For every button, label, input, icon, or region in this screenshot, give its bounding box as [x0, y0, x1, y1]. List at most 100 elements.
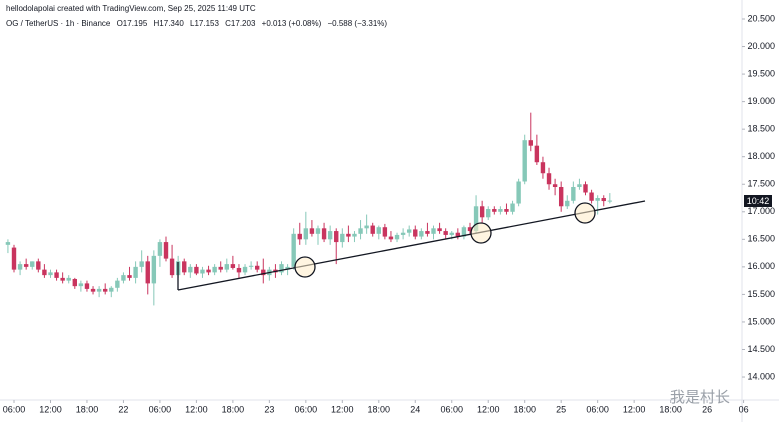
candle-body	[30, 261, 35, 267]
candle-body	[194, 266, 199, 274]
candle-body	[461, 227, 467, 237]
x-tick-label: 18:00	[76, 404, 99, 414]
x-tick-label: 06:00	[149, 404, 172, 414]
candle-body	[54, 272, 59, 278]
legend: OG / TetherUS · 1h · Binance O17.195 H17…	[6, 19, 391, 28]
x-tick-label: 12:00	[623, 404, 646, 414]
change: −0.588 (−3.31%)	[327, 19, 388, 28]
candle-body	[340, 233, 345, 243]
candle-body	[17, 264, 23, 270]
candle-body	[577, 184, 582, 188]
candle-body	[492, 209, 497, 212]
candle-body	[303, 228, 309, 240]
candle-body	[145, 261, 150, 284]
candle-body	[78, 283, 84, 287]
candle-body	[279, 264, 284, 273]
trendline	[177, 200, 646, 291]
y-tick-label: 14.000	[747, 371, 775, 381]
candle-body	[552, 184, 558, 188]
candle-body	[248, 265, 254, 267]
candle-body	[66, 277, 71, 281]
ohlc: C17.203	[225, 19, 256, 28]
candle-body	[115, 280, 120, 288]
candle-body	[309, 228, 315, 234]
candle-body	[157, 242, 163, 256]
x-tick-label: 06	[739, 404, 749, 414]
candle-body	[297, 233, 302, 240]
candle-body	[558, 187, 564, 207]
candle-body	[400, 232, 406, 235]
candle-body	[540, 162, 546, 174]
candle-body	[139, 261, 144, 267]
candle-body	[230, 264, 236, 268]
candle-body	[595, 198, 600, 201]
y-tick-label: 16.000	[747, 261, 775, 271]
candle-body	[212, 266, 217, 273]
y-tick-label: 20.500	[747, 13, 775, 23]
candle-body	[437, 228, 442, 232]
candle-body	[565, 200, 570, 207]
x-tick-label: 18:00	[222, 404, 245, 414]
touch-circle	[470, 222, 492, 244]
candle-body	[218, 266, 223, 270]
x-tick-label: 06:00	[295, 404, 318, 414]
candle-body	[84, 283, 90, 289]
y-tick-label: 15.500	[747, 289, 775, 299]
x-tick-label: 18:00	[659, 404, 682, 414]
candle-body	[200, 269, 205, 274]
candle-body	[36, 261, 41, 270]
candle-body	[334, 231, 339, 243]
candle-body	[133, 266, 138, 278]
candle-body	[121, 275, 126, 281]
x-tick-label: 12:00	[477, 404, 500, 414]
candle-body	[528, 140, 533, 146]
candle-body	[60, 277, 65, 281]
candle-body	[72, 278, 78, 287]
candle-body	[48, 272, 53, 276]
touch-circle	[574, 202, 596, 224]
countdown-box	[744, 195, 772, 207]
candle-body	[601, 198, 606, 202]
touch-circle	[294, 256, 316, 278]
symbol: OG / TetherUS · 1h · Binance	[6, 19, 111, 28]
y-tick-label: 19.000	[747, 96, 775, 106]
candle-body	[321, 228, 327, 240]
y-tick-label: 16.500	[747, 234, 775, 244]
candle-body	[571, 187, 576, 201]
candle-body	[388, 236, 394, 240]
candle-body	[285, 266, 290, 270]
candle-body	[127, 275, 132, 278]
candle-body	[382, 227, 388, 237]
candle-body	[242, 266, 248, 273]
x-tick-label: 18:00	[513, 404, 536, 414]
candle-body	[443, 231, 448, 235]
x-tick-label: 06:00	[3, 404, 26, 414]
candle-body	[23, 264, 29, 267]
watermark: 我是村长	[670, 389, 730, 406]
candle-body	[583, 184, 588, 193]
x-tick-label: 06:00	[586, 404, 609, 414]
candle-body	[11, 247, 17, 270]
x-tick-label: 06:00	[440, 404, 463, 414]
y-tick-label: 17.500	[747, 179, 775, 189]
x-tick-label: 23	[264, 404, 274, 414]
candle-body	[546, 173, 552, 185]
candle-body	[188, 266, 193, 273]
ohlc: H17.340	[153, 19, 184, 28]
candle-body	[352, 233, 357, 237]
y-tick-label: 17.000	[747, 206, 775, 216]
y-tick-label: 15.000	[747, 316, 775, 326]
x-tick-label: 12:00	[185, 404, 208, 414]
candle-body	[346, 233, 351, 237]
candle-body	[370, 225, 375, 234]
candle-body	[522, 140, 527, 182]
x-tick-label: 12:00	[331, 404, 354, 414]
candle-body	[109, 287, 114, 292]
candle-body	[376, 227, 381, 234]
candle-body	[431, 228, 436, 234]
y-tick-label: 18.000	[747, 151, 775, 161]
candle-body	[425, 231, 430, 234]
x-tick-label: 26	[702, 404, 712, 414]
